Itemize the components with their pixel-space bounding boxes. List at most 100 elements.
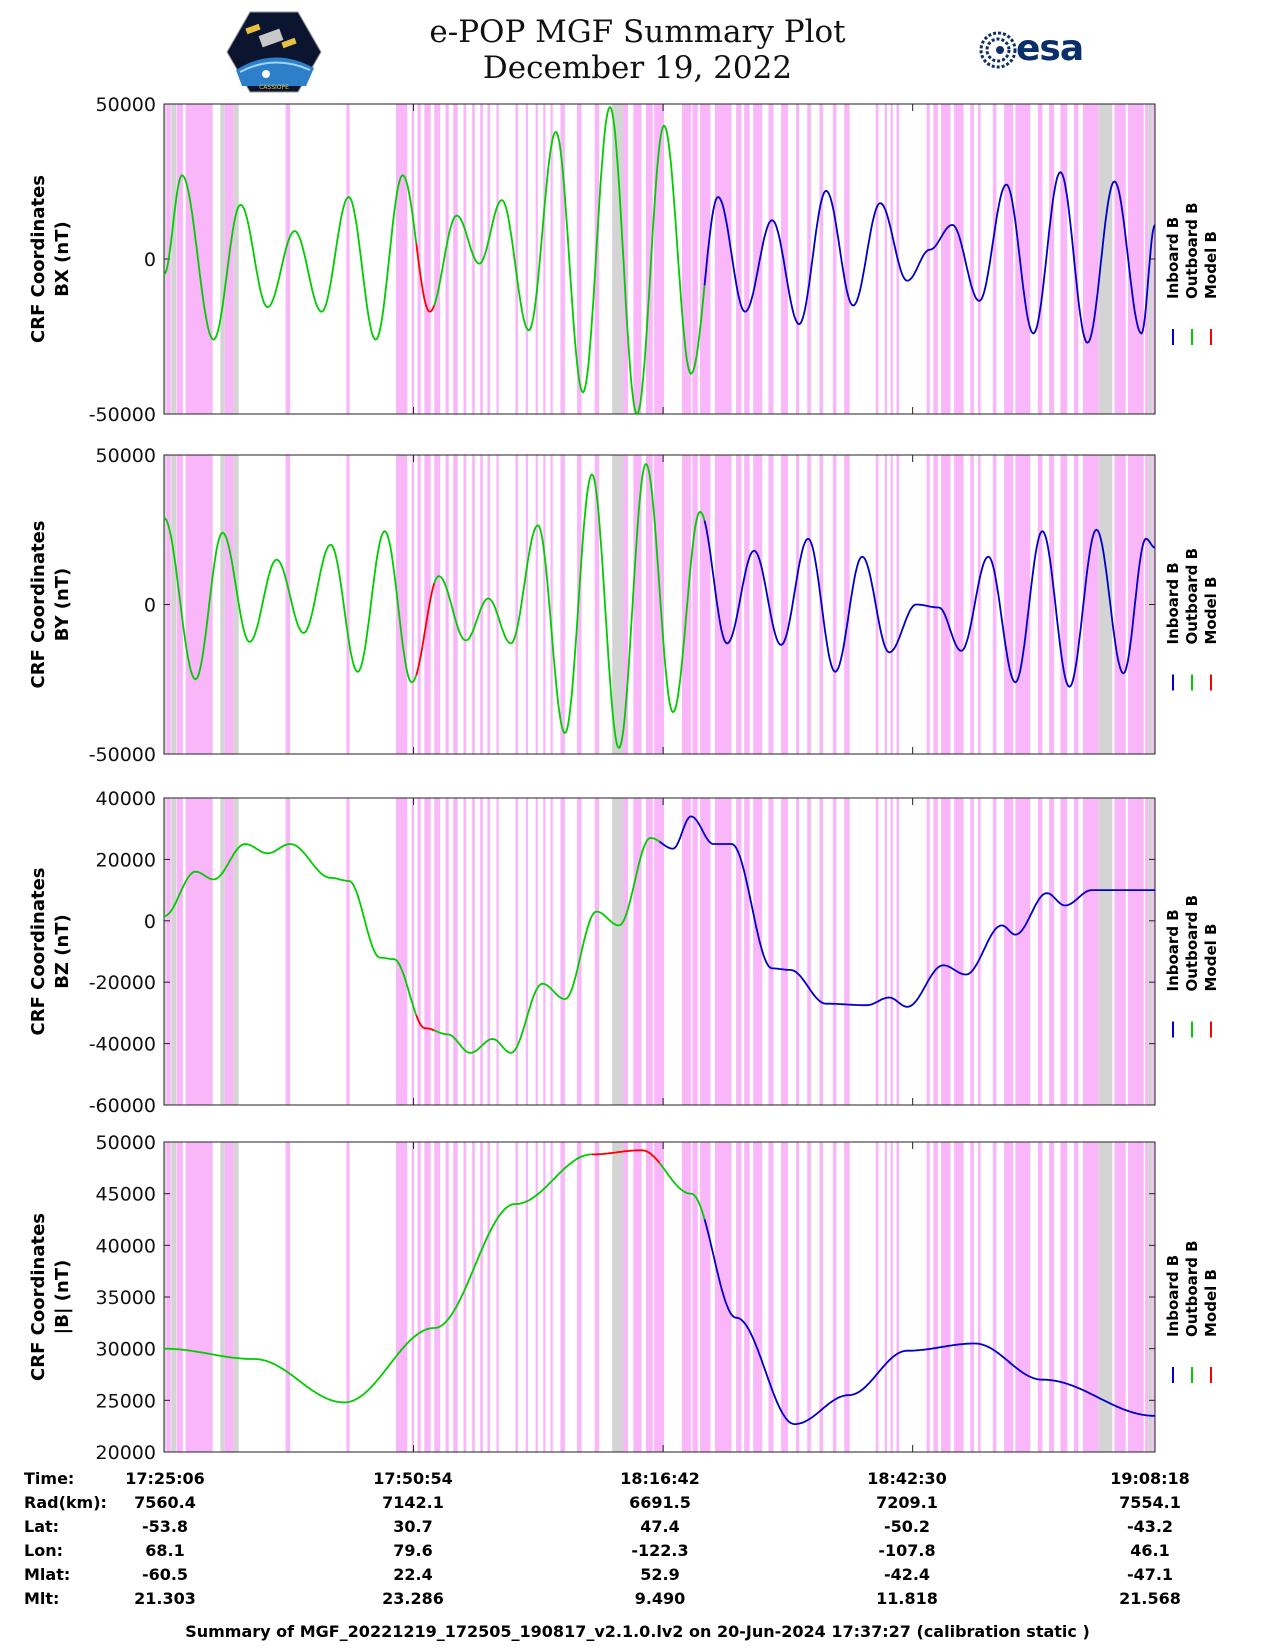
table-row-label: Rad(km): xyxy=(24,1493,107,1512)
pink-band xyxy=(744,104,750,414)
pink-band xyxy=(714,455,732,754)
inboard-b-line xyxy=(703,1218,1155,1425)
logo-text: CASSIOPE xyxy=(259,84,289,91)
inboard-b-line xyxy=(703,520,1156,688)
pink-band xyxy=(453,798,458,1105)
pink-band xyxy=(832,455,837,754)
pink-band xyxy=(1127,104,1144,414)
pink-band xyxy=(472,104,475,414)
pink-band xyxy=(954,1142,964,1452)
gray-band xyxy=(1098,455,1113,754)
pink-band xyxy=(445,104,449,414)
gray-band xyxy=(171,104,177,414)
pink-band xyxy=(525,104,528,414)
pink-band xyxy=(896,455,900,754)
pink-band xyxy=(926,455,930,754)
gray-band xyxy=(612,104,624,414)
y-tick-label: -60000 xyxy=(89,1095,156,1117)
gray-band xyxy=(171,798,177,1105)
pink-band xyxy=(875,1142,879,1452)
pink-band xyxy=(577,104,582,414)
y-axis-label-line1: CRF Coordinates xyxy=(28,175,49,343)
table-cell: 19:08:18 xyxy=(1110,1469,1190,1488)
panel-3: 40000 20000 0 -20000 -40000 -60000 CRF Coordin… xyxy=(28,788,1220,1117)
pink-band xyxy=(463,1142,467,1452)
pink-band xyxy=(1073,798,1079,1105)
outboard-b-line xyxy=(164,1153,592,1404)
legend-entry: Inboard B xyxy=(1164,1255,1182,1337)
pink-band xyxy=(1114,798,1126,1105)
legend-entry: Inboard B xyxy=(1164,909,1182,991)
pink-band xyxy=(645,798,653,1105)
pink-band xyxy=(395,455,408,754)
table-cell: 17:25:06 xyxy=(125,1469,205,1488)
pink-band xyxy=(890,104,893,414)
pink-band xyxy=(954,455,964,754)
pink-band xyxy=(434,798,441,1105)
pink-band xyxy=(844,104,850,414)
gray-band xyxy=(220,455,225,754)
legend-entry: Outboard B xyxy=(1183,895,1201,992)
table-cell: 7554.1 xyxy=(1119,1493,1181,1512)
pink-band xyxy=(736,1142,742,1452)
esa-logo-mark xyxy=(979,31,1017,69)
pink-band xyxy=(1015,455,1031,754)
pink-band xyxy=(487,798,491,1105)
table-cell: -107.8 xyxy=(878,1541,936,1560)
model-b-line xyxy=(415,243,436,313)
pink-band xyxy=(896,798,900,1105)
pink-band xyxy=(819,104,824,414)
pink-band xyxy=(933,798,938,1105)
pink-band xyxy=(445,1142,449,1452)
pink-band xyxy=(424,455,431,754)
pink-band xyxy=(941,104,951,414)
table-cell: 17:50:54 xyxy=(373,1469,453,1488)
table-cell: 47.4 xyxy=(640,1517,680,1536)
pink-band xyxy=(884,1142,887,1452)
pink-band xyxy=(285,104,291,414)
pink-band xyxy=(954,104,964,414)
pink-band xyxy=(560,1142,565,1452)
legend: Inboard B Outboard B Model B xyxy=(1164,202,1220,345)
legend: Inboard B Outboard B Model B xyxy=(1164,1240,1220,1383)
gray-band xyxy=(612,798,624,1105)
pink-band xyxy=(417,798,421,1105)
table-cell: 46.1 xyxy=(1130,1541,1170,1560)
pink-band xyxy=(807,455,811,754)
pink-band xyxy=(768,104,774,414)
pink-band xyxy=(496,798,499,1105)
pink-band xyxy=(875,455,879,754)
model-b-line xyxy=(415,1014,435,1032)
pink-band xyxy=(832,104,837,414)
outboard-b-line xyxy=(163,516,418,684)
table-cell: 6691.5 xyxy=(629,1493,691,1512)
gray-band xyxy=(171,1142,177,1452)
outboard-b-line xyxy=(658,1162,706,1220)
table-cell: 21.303 xyxy=(134,1589,196,1608)
table-cell: 7209.1 xyxy=(876,1493,938,1512)
pink-band xyxy=(1073,1142,1079,1452)
pink-band xyxy=(395,1142,408,1452)
pink-band xyxy=(496,1142,499,1452)
pink-band xyxy=(977,1142,981,1452)
y-axis-label-line2: |B| (nT) xyxy=(52,1260,73,1335)
y-axis-label-line2: BY (nT) xyxy=(52,568,73,642)
pink-band xyxy=(525,798,528,1105)
y-axis-label-line1: CRF Coordinates xyxy=(28,1213,49,1381)
gray-band xyxy=(233,104,239,414)
y-tick-label: 0 xyxy=(144,595,156,617)
table-cell: 30.7 xyxy=(393,1517,433,1536)
pink-band xyxy=(480,455,483,754)
pink-band xyxy=(941,1142,951,1452)
y-tick-label: -20000 xyxy=(89,972,156,994)
pink-band xyxy=(753,104,763,414)
pink-band xyxy=(1049,104,1055,414)
legend-entry: Model B xyxy=(1202,924,1220,992)
pink-band xyxy=(515,455,519,754)
pink-band xyxy=(577,1142,582,1452)
pink-band xyxy=(884,798,887,1105)
y-axis-label-line2: BZ (nT) xyxy=(52,914,73,989)
table-cell: 18:16:42 xyxy=(620,1469,700,1488)
outboard-b-line xyxy=(433,836,661,1054)
